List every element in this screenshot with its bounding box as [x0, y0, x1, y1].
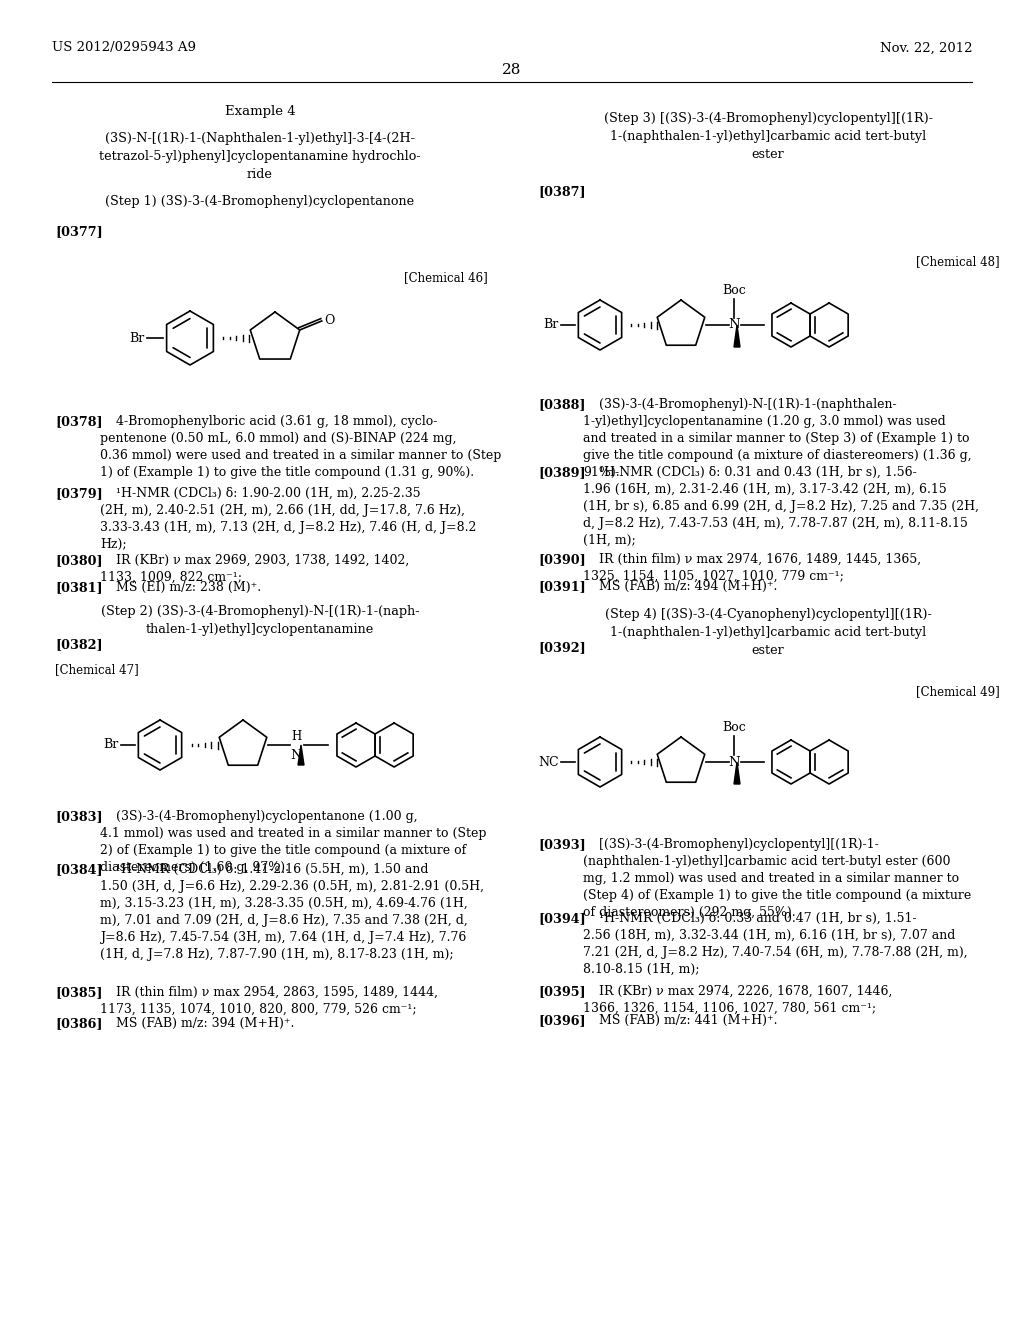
Text: IR (KBr) ν max 2974, 2226, 1678, 1607, 1446,
1366, 1326, 1154, 1106, 1027, 780, : IR (KBr) ν max 2974, 2226, 1678, 1607, 1…	[583, 985, 892, 1015]
Text: Nov. 22, 2012: Nov. 22, 2012	[880, 41, 972, 54]
Text: Example 4: Example 4	[224, 106, 295, 119]
Text: [Chemical 46]: [Chemical 46]	[404, 272, 488, 285]
Text: [0388]: [0388]	[538, 399, 586, 411]
Text: [0392]: [0392]	[538, 642, 586, 655]
Text: [Chemical 48]: [Chemical 48]	[916, 256, 1000, 268]
Text: US 2012/0295943 A9: US 2012/0295943 A9	[52, 41, 196, 54]
Text: [0396]: [0396]	[538, 1014, 586, 1027]
Text: [0377]: [0377]	[55, 226, 102, 239]
Text: [0385]: [0385]	[55, 986, 102, 999]
Text: MS (FAB) m/z: 494 (M+H)⁺.: MS (FAB) m/z: 494 (M+H)⁺.	[583, 579, 777, 593]
Text: [0381]: [0381]	[55, 581, 102, 594]
Text: N: N	[728, 755, 739, 768]
Text: [0386]: [0386]	[55, 1016, 102, 1030]
Text: (Step 3) [(3S)-3-(4-Bromophenyl)cyclopentyl][(1R)-
1-(naphthalen-1-yl)ethyl]carb: (Step 3) [(3S)-3-(4-Bromophenyl)cyclopen…	[603, 112, 933, 161]
Text: IR (thin film) ν max 2954, 2863, 1595, 1489, 1444,
1173, 1135, 1074, 1010, 820, : IR (thin film) ν max 2954, 2863, 1595, 1…	[100, 986, 438, 1016]
Text: ¹H-NMR (CDCl₃) δ: 0.31 and 0.43 (1H, br s), 1.56-
1.96 (16H, m), 2.31-2.46 (1H, : ¹H-NMR (CDCl₃) δ: 0.31 and 0.43 (1H, br …	[583, 466, 979, 546]
Text: H: H	[291, 730, 301, 743]
Text: [0393]: [0393]	[538, 838, 586, 851]
Text: [0390]: [0390]	[538, 553, 586, 566]
Text: (Step 1) (3S)-3-(4-Bromophenyl)cyclopentanone: (Step 1) (3S)-3-(4-Bromophenyl)cyclopent…	[105, 195, 415, 209]
Text: ¹H-NMR (CDCl₃) δ: 1.90-2.00 (1H, m), 2.25-2.35
(2H, m), 2.40-2.51 (2H, m), 2.66 : ¹H-NMR (CDCl₃) δ: 1.90-2.00 (1H, m), 2.2…	[100, 487, 476, 550]
Text: [Chemical 49]: [Chemical 49]	[916, 685, 1000, 698]
Text: (3S)-3-(4-Bromophenyl)cyclopentanone (1.00 g,
4.1 mmol) was used and treated in : (3S)-3-(4-Bromophenyl)cyclopentanone (1.…	[100, 810, 486, 874]
Text: NC: NC	[539, 755, 559, 768]
Text: Boc: Boc	[722, 721, 745, 734]
Polygon shape	[734, 325, 740, 347]
Text: N: N	[290, 748, 302, 762]
Text: O: O	[325, 314, 335, 327]
Text: MS (FAB) m/z: 394 (M+H)⁺.: MS (FAB) m/z: 394 (M+H)⁺.	[100, 1016, 294, 1030]
Text: (3S)-3-(4-Bromophenyl)-N-[(1R)-1-(naphthalen-
1-yl)ethyl]cyclopentanamine (1.20 : (3S)-3-(4-Bromophenyl)-N-[(1R)-1-(naphth…	[583, 399, 972, 479]
Text: ¹H-NMR (CDCl₃) δ: 0.33 and 0.47 (1H, br s), 1.51-
2.56 (18H, m), 3.32-3.44 (1H, : ¹H-NMR (CDCl₃) δ: 0.33 and 0.47 (1H, br …	[583, 912, 968, 975]
Text: IR (KBr) ν max 2969, 2903, 1738, 1492, 1402,
1133, 1009, 822 cm⁻¹;: IR (KBr) ν max 2969, 2903, 1738, 1492, 1…	[100, 554, 410, 583]
Text: [Chemical 47]: [Chemical 47]	[55, 664, 138, 676]
Text: [0391]: [0391]	[538, 579, 586, 593]
Polygon shape	[734, 762, 740, 784]
Text: [0382]: [0382]	[55, 639, 102, 652]
Text: 4-Bromophenylboric acid (3.61 g, 18 mmol), cyclo-
pentenone (0.50 mL, 6.0 mmol) : 4-Bromophenylboric acid (3.61 g, 18 mmol…	[100, 414, 502, 479]
Text: [0389]: [0389]	[538, 466, 586, 479]
Text: MS (EI) m/z: 238 (M)⁺.: MS (EI) m/z: 238 (M)⁺.	[100, 581, 261, 594]
Text: [0387]: [0387]	[538, 186, 586, 198]
Text: N: N	[728, 318, 739, 331]
Text: Br: Br	[103, 738, 119, 751]
Text: [0394]: [0394]	[538, 912, 586, 925]
Text: 28: 28	[503, 63, 521, 77]
Text: [0383]: [0383]	[55, 810, 102, 822]
Text: [0378]: [0378]	[55, 414, 102, 428]
Text: ¹H-NMR (CDCl₃) δ: 1.41-2.16 (5.5H, m), 1.50 and
1.50 (3H, d, J=6.6 Hz), 2.29-2.3: ¹H-NMR (CDCl₃) δ: 1.41-2.16 (5.5H, m), 1…	[100, 863, 484, 961]
Text: [0384]: [0384]	[55, 863, 102, 876]
Text: Boc: Boc	[722, 284, 745, 297]
Polygon shape	[298, 744, 304, 766]
Text: [(3S)-3-(4-Bromophenyl)cyclopentyl][(1R)-1-
(naphthalen-1-yl)ethyl]carbamic acid: [(3S)-3-(4-Bromophenyl)cyclopentyl][(1R)…	[583, 838, 971, 919]
Text: [0379]: [0379]	[55, 487, 102, 500]
Text: IR (thin film) ν max 2974, 1676, 1489, 1445, 1365,
1325, 1154, 1105, 1027, 1010,: IR (thin film) ν max 2974, 1676, 1489, 1…	[583, 553, 922, 583]
Text: (Step 2) (3S)-3-(4-Bromophenyl)-N-[(1R)-1-(naph-
thalen-1-yl)ethyl]cyclopentanam: (Step 2) (3S)-3-(4-Bromophenyl)-N-[(1R)-…	[100, 605, 419, 636]
Text: Br: Br	[130, 331, 145, 345]
Text: MS (FAB) m/z: 441 (M+H)⁺.: MS (FAB) m/z: 441 (M+H)⁺.	[583, 1014, 777, 1027]
Text: (Step 4) [(3S)-3-(4-Cyanophenyl)cyclopentyl][(1R)-
1-(naphthalen-1-yl)ethyl]carb: (Step 4) [(3S)-3-(4-Cyanophenyl)cyclopen…	[604, 609, 932, 657]
Text: [0395]: [0395]	[538, 985, 586, 998]
Text: [0380]: [0380]	[55, 554, 102, 568]
Text: Br: Br	[544, 318, 559, 331]
Text: (3S)-N-[(1R)-1-(Naphthalen-1-yl)ethyl]-3-[4-(2H-
tetrazol-5-yl)phenyl]cyclopenta: (3S)-N-[(1R)-1-(Naphthalen-1-yl)ethyl]-3…	[99, 132, 421, 181]
